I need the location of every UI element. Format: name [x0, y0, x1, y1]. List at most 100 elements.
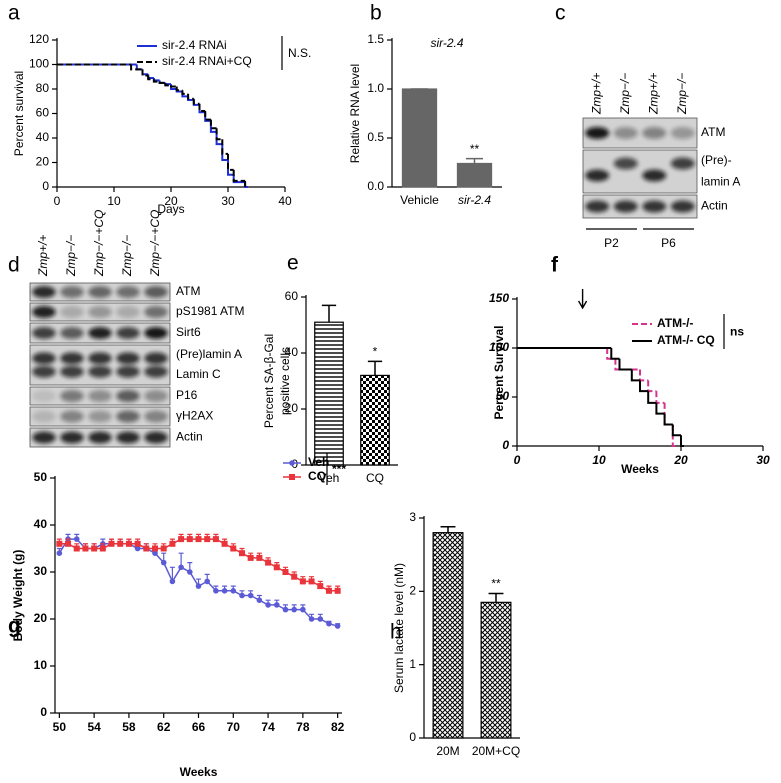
blot-band [642, 169, 667, 182]
x-tick-label: 20 [164, 194, 178, 208]
blot-band [88, 286, 112, 298]
x-tick-label: 82 [331, 720, 345, 734]
marker [204, 536, 211, 543]
x-tick-label: 20 [673, 453, 688, 467]
marker [239, 592, 245, 599]
marker [308, 616, 315, 622]
blot-band [116, 410, 140, 423]
marker [273, 602, 280, 608]
marker [187, 569, 193, 575]
survival-step [610, 348, 620, 360]
blot-band [88, 431, 112, 444]
panel-label: g [8, 615, 21, 638]
panel-label: e [287, 252, 299, 275]
row-label: pS1981 ATM [176, 304, 244, 318]
lane-label: Zmp−/−+CQ [148, 210, 162, 277]
survival-step [227, 153, 234, 171]
marker [317, 583, 324, 590]
x-axis-label: Weeks [621, 462, 659, 476]
y-tick-label: 150 [489, 291, 509, 305]
bar [432, 532, 464, 739]
blot-band [60, 431, 84, 444]
marker [299, 578, 306, 585]
panel-label: h [390, 621, 402, 644]
blot-band [60, 327, 84, 339]
legend-note: N.S. [288, 46, 311, 60]
panel-label: f [551, 254, 559, 277]
blot-band [613, 200, 638, 213]
marker [186, 536, 193, 543]
panel: f 0 50 100 150 0 10 20 30 Weeks Percent Survival AT… [489, 254, 770, 477]
marker [334, 587, 341, 594]
legend-label: ATM-/- [657, 316, 693, 330]
blot-band [144, 286, 168, 298]
y-tick-label: 20 [36, 155, 50, 169]
blot-band [32, 327, 56, 339]
y-tick-label: 60 [36, 106, 50, 120]
marker [108, 540, 115, 547]
bar [314, 321, 344, 466]
legend-marker [289, 474, 295, 480]
y-tick-label: 0 [42, 179, 49, 193]
x-tick-label: Veh [319, 471, 340, 485]
lane-label: Zmp−/− [120, 235, 134, 277]
legend-label: Veh [308, 455, 329, 469]
blot-band [60, 352, 84, 365]
blot-band [32, 352, 56, 365]
blot-band [60, 410, 84, 423]
legend-label: sir-2.4 RNAi+CQ [162, 54, 252, 68]
row-label: Lamin C [176, 367, 221, 381]
survival-step [663, 402, 673, 426]
blot-strip [582, 194, 698, 219]
marker [65, 540, 72, 547]
marker [256, 554, 263, 561]
marker [204, 578, 210, 585]
blot-band [32, 286, 56, 298]
y-tick-label: 120 [29, 32, 49, 46]
survival-step [175, 86, 183, 92]
survival-step [187, 93, 194, 100]
survival-step [170, 85, 177, 88]
survival-step [204, 111, 211, 121]
bar [456, 162, 493, 188]
panel: b 0.0 0.5 1.0 1.5 Relative RNA level sir-2.4 Ve… [348, 2, 502, 207]
x-tick-label: 50 [53, 720, 67, 734]
y-tick-label: 1.0 [367, 81, 384, 95]
y-axis-label: Percent Survival [492, 325, 506, 419]
marker [247, 554, 254, 561]
blot-band [88, 365, 112, 378]
blot-band [613, 157, 638, 170]
blot-band [144, 365, 168, 378]
marker [326, 620, 332, 627]
row-label: Actin [701, 199, 728, 213]
marker [238, 550, 245, 557]
blot-band [60, 365, 84, 378]
marker [213, 588, 219, 594]
bar [401, 88, 438, 188]
marker [247, 592, 254, 599]
y-tick-label: 20 [34, 611, 48, 625]
blot-band [144, 431, 168, 444]
marker [82, 545, 89, 552]
y-tick-label: 1.5 [367, 32, 384, 46]
marker [291, 606, 297, 613]
marker [73, 545, 80, 552]
x-tick-label: 70 [227, 720, 241, 734]
y-axis-label: Body Weight (g) [11, 550, 25, 642]
significance: ** [491, 577, 501, 591]
lane-label: Zmp−/− [675, 73, 689, 115]
marker [334, 623, 341, 629]
survival-step [671, 424, 681, 437]
lane-label: Zmp+/+ [589, 73, 603, 115]
marker [169, 578, 176, 585]
legend-label: sir-2.4 RNAi [162, 38, 227, 52]
error-bar [488, 592, 504, 603]
survival-step [147, 75, 154, 81]
survival-step [198, 103, 206, 113]
y-tick-label: 20 [285, 401, 299, 415]
x-axis-label: Weeks [180, 765, 218, 779]
blot-band [88, 390, 112, 402]
y-tick-label: 2 [409, 584, 416, 598]
legend-label: ATM-/- CQ [657, 333, 715, 347]
marker [221, 540, 228, 547]
